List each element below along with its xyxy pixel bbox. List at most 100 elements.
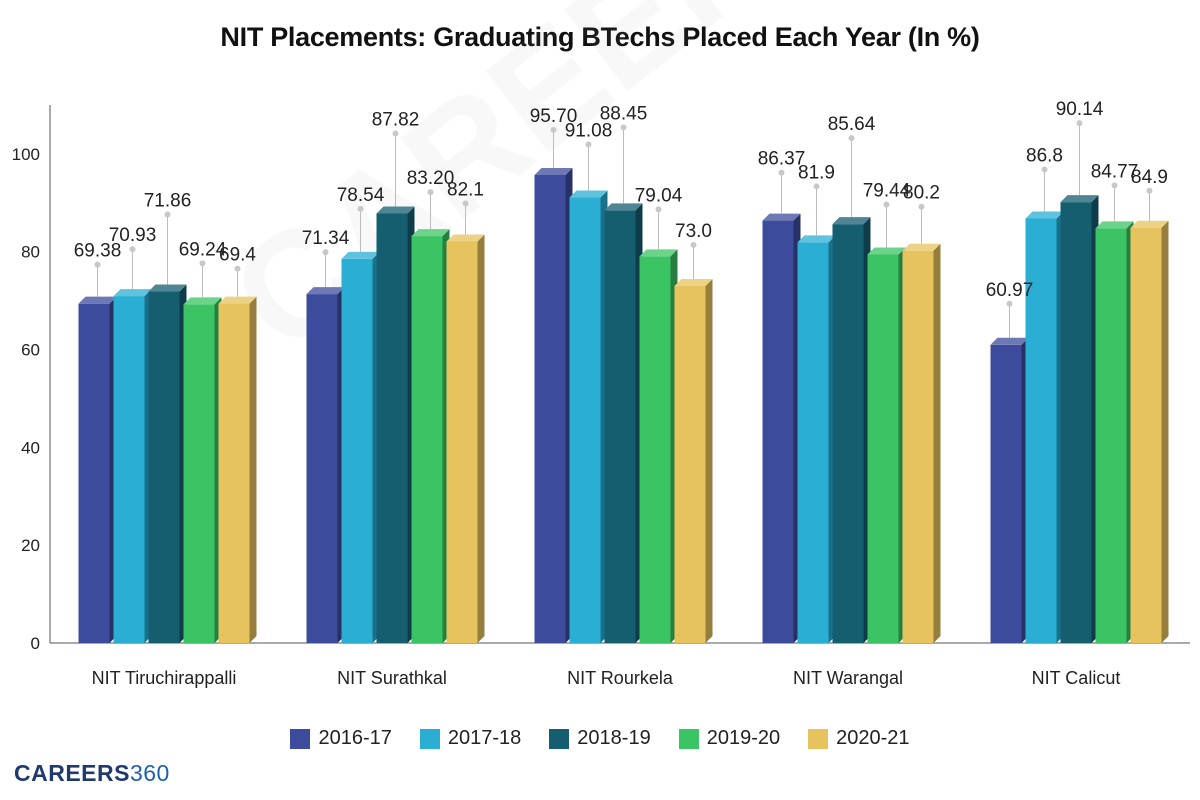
x-tick-label: NIT Calicut [1032,668,1121,688]
y-tick-label: 100 [12,145,40,164]
bar-top [183,297,222,305]
bar-top [674,278,713,286]
label-leader-dot [848,135,855,142]
data-label: 78.54 [337,185,385,206]
x-tick-label: NIT Warangal [793,668,903,688]
bar-top [902,243,941,251]
label-leader-dot [129,246,136,253]
data-label: 73.0 [675,221,712,242]
bar [218,303,250,643]
data-label: 69.4 [219,245,256,266]
bar-top [604,203,643,211]
bar-top [113,289,152,297]
bar-side [477,234,485,643]
bar [832,224,864,643]
label-leader-dot [94,261,101,268]
bar [446,241,478,643]
y-tick-label: 80 [21,243,40,262]
bar [569,197,601,643]
label-leader-dot [813,183,820,190]
label-leader-dot [462,200,469,207]
label-leader-dot [1006,300,1013,307]
bar [306,294,338,643]
label-leader-dot [655,206,662,213]
bar [148,291,180,643]
axes: 0 20 40 60 80 100 NIT Tiruchirappalli NIT Surat… [12,105,1190,688]
bar [867,254,899,643]
legend-swatch [290,728,311,749]
label-leader-dot [918,203,925,210]
data-label: 82.1 [447,179,484,200]
label-leader-dot [620,124,627,131]
bar-top [376,206,415,214]
data-label: 69.38 [74,241,122,262]
bar-top [569,190,608,198]
label-leader-dot [778,169,785,176]
x-tick-label: NIT Surathkal [337,668,447,688]
data-label: 69.24 [179,239,227,260]
data-label: 71.34 [302,228,350,249]
data-label: 86.37 [758,149,806,170]
bar-side [933,243,941,643]
bar [1095,228,1127,643]
bar [1060,202,1092,643]
bar [762,220,794,643]
bar-top [534,167,573,175]
bar [604,210,636,643]
bar-side [1161,220,1169,643]
data-label: 85.64 [828,114,876,135]
label-leader-dot [1111,182,1118,189]
legend-item: 2020-21 [808,727,910,750]
bar [183,304,215,643]
bar [78,303,110,643]
label-leader-dot [1041,166,1048,173]
bar-top [1130,220,1169,228]
label-leader-dot [883,201,890,208]
brand-text: CAREERS [14,760,130,786]
bar [1130,227,1162,643]
bar-side [249,296,257,643]
brand-number: 360 [129,760,170,786]
bar-top [797,235,836,243]
label-leader-dot [357,205,364,212]
bar-side [705,278,713,643]
label-leader-dot [427,189,434,196]
bar-top [148,284,187,292]
data-label: 87.82 [372,109,420,130]
x-tick-label: NIT Tiruchirappalli [92,668,237,688]
bar-top [411,229,450,237]
bar [113,296,145,643]
label-leader-dot [164,211,171,218]
y-tick-label: 40 [21,438,40,457]
legend-label: 2019-20 [706,727,781,749]
y-tick-label: 60 [21,341,40,360]
data-label: 79.04 [635,185,683,206]
legend-item: 2017-18 [419,727,521,750]
legend-swatch [808,728,829,749]
data-label: 86.8 [1026,145,1063,166]
label-leader-dot [585,141,592,148]
bar [376,213,408,644]
bar-top [762,213,801,221]
data-label: 88.45 [600,103,648,124]
data-label: 83.20 [407,168,455,189]
label-leader-dot [550,126,557,133]
bar-top [639,249,678,257]
label-leader-dot [392,130,399,137]
data-label: 80.2 [903,183,940,204]
legend-item: 2019-20 [678,727,781,750]
bar-top [1060,195,1099,203]
data-label: 70.93 [109,225,157,246]
data-label: 71.86 [144,191,192,212]
label-leader-dot [199,260,206,267]
data-label: 79.44 [863,180,911,201]
legend-swatch [678,728,699,749]
data-label: 60.97 [986,280,1034,301]
legend-label: 2020-21 [836,727,910,749]
bar-top [832,217,871,225]
bar-top [1095,221,1134,229]
legend-swatch [419,728,440,749]
label-leader-dot [1076,120,1083,127]
